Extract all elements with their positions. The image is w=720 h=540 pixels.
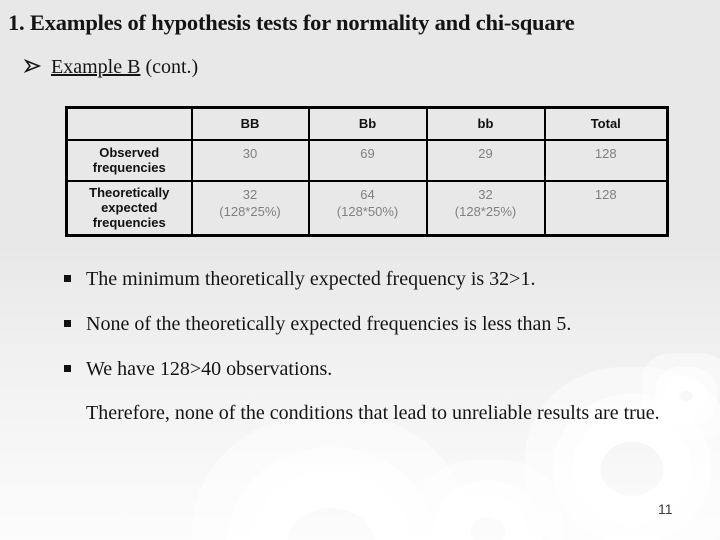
table-cell: 69 bbox=[307, 138, 428, 182]
table-row-expected: Theoretically expected frequencies 32 (1… bbox=[65, 179, 669, 237]
water-ripple-decoration bbox=[677, 388, 695, 404]
list-item: None of the theoretically expected frequ… bbox=[64, 311, 712, 338]
square-bullet-icon bbox=[64, 320, 71, 327]
row-label-expected: Theoretically expected frequencies bbox=[65, 179, 193, 237]
water-ripple-decoration bbox=[596, 437, 668, 501]
arrowhead-right-icon bbox=[23, 56, 42, 73]
square-bullet-icon bbox=[64, 275, 71, 282]
row-label-observed: Observed frequencies bbox=[65, 138, 193, 182]
square-bullet-icon bbox=[64, 365, 71, 372]
table-row-observed: Observed frequencies 30 69 29 128 bbox=[65, 138, 669, 182]
slide-title: 1. Examples of hypothesis tests for norm… bbox=[8, 10, 575, 35]
list-item: The minimum theoretically expected frequ… bbox=[64, 266, 712, 293]
table-header-row: BB Bb bb Total bbox=[65, 106, 669, 141]
bullet-list: The minimum theoretically expected frequ… bbox=[64, 266, 712, 401]
example-heading-suffix: (cont.) bbox=[145, 56, 199, 78]
cell-formula: (128*25%) bbox=[454, 204, 517, 220]
example-heading-label: Example B bbox=[51, 56, 141, 78]
table-corner-cell bbox=[65, 106, 193, 141]
column-header-bb: bb bbox=[425, 106, 546, 141]
table-cell: 128 bbox=[543, 179, 669, 237]
table-cell: 64 (128*50%) bbox=[307, 179, 428, 237]
cell-value: 29 bbox=[478, 145, 493, 161]
cell-value: 128 bbox=[594, 145, 617, 161]
frequency-table: BB Bb bb Total Observed frequencies 30 6… bbox=[65, 106, 669, 237]
cell-value: 32 bbox=[478, 186, 493, 202]
cell-value: 30 bbox=[242, 145, 258, 161]
bullet-text: None of the theoretically expected frequ… bbox=[86, 313, 572, 335]
table-cell: 30 bbox=[190, 138, 310, 182]
table-cell: 32 (128*25%) bbox=[190, 179, 310, 237]
example-heading: Example B (cont.) bbox=[23, 56, 199, 79]
column-header-BB: BB bbox=[190, 106, 310, 141]
cell-formula: (128*25%) bbox=[219, 204, 281, 220]
cell-value: 69 bbox=[360, 145, 375, 161]
water-ripple-decoration bbox=[467, 513, 509, 540]
page-number: 11 bbox=[658, 501, 673, 517]
bullet-text: We have 128>40 observations. bbox=[86, 358, 333, 380]
water-ripple-decoration bbox=[281, 502, 381, 540]
column-header-Bb: Bb bbox=[307, 106, 428, 141]
column-header-total: Total bbox=[543, 106, 669, 141]
cell-value: 64 bbox=[360, 186, 375, 202]
cell-formula: (128*50%) bbox=[336, 204, 399, 220]
conclusion-text: Therefore, none of the conditions that l… bbox=[86, 402, 660, 424]
table-cell: 32 (128*25%) bbox=[425, 179, 546, 237]
cell-value: 32 bbox=[242, 186, 258, 202]
table-cell: 29 bbox=[425, 138, 546, 182]
table-cell: 128 bbox=[543, 138, 669, 182]
cell-value: 128 bbox=[594, 186, 617, 202]
list-item: We have 128>40 observations. bbox=[64, 356, 712, 383]
bullet-text: The minimum theoretically expected frequ… bbox=[86, 268, 536, 290]
